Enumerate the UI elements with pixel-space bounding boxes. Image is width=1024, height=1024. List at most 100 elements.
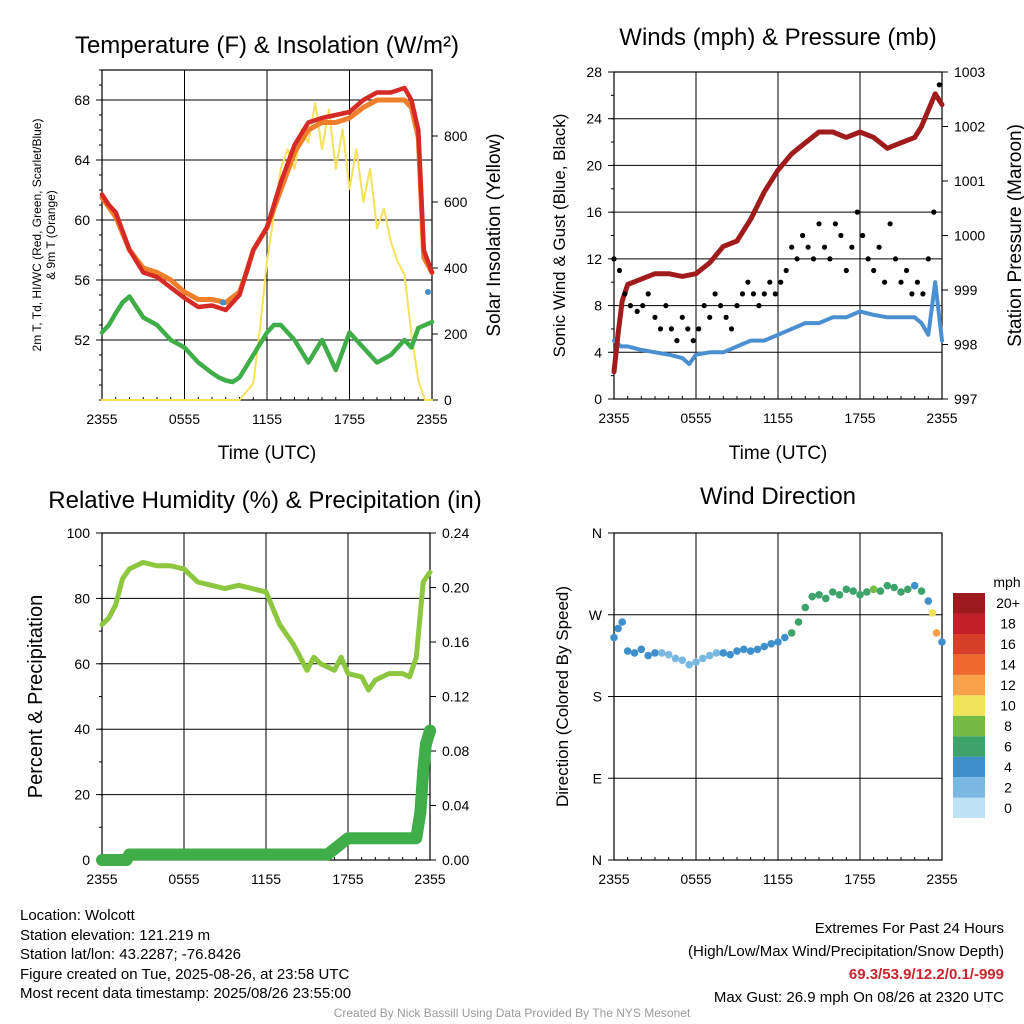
wind-chart: 2355 0555 1155 1755 2355 0 4 8 12 16 20 24 28 997 998 9… xyxy=(550,24,1024,464)
rh-y2tick-label: 0.04 xyxy=(442,798,469,814)
rh-chart-title: Relative Humidity (%) & Precipitation (i… xyxy=(48,487,481,514)
wdir-ylabel: Direction (Colored By Speed) xyxy=(553,586,572,807)
temp-y2label: Solar Insolation (Yellow) xyxy=(484,133,505,336)
wind-direction-point xyxy=(651,649,659,657)
extremes-values: 69.3/53.9/12.2/0.1/-999 xyxy=(848,966,1004,983)
extremes-info: Extremes For Past 24 Hours (High/Low/Max… xyxy=(688,917,1004,1009)
wind-direction-point xyxy=(876,587,885,595)
gust-point xyxy=(821,244,828,250)
temp-2m-line xyxy=(99,85,435,313)
pressure-line xyxy=(611,91,945,375)
gust-point xyxy=(882,279,888,285)
colorbar-label: 12 xyxy=(1000,677,1016,693)
gust-point xyxy=(772,291,778,297)
wind-direction-point xyxy=(623,647,632,655)
rh-xtick-label: 2355 xyxy=(86,871,117,887)
wind-direction-point xyxy=(637,645,646,654)
rh-ytick-label: 20 xyxy=(74,787,90,803)
wind-y2tick-label: 1003 xyxy=(954,64,985,80)
rh-xtick-label: 0555 xyxy=(168,871,199,887)
temp-xtick-label: 2355 xyxy=(86,411,117,427)
wind-direction-point xyxy=(767,640,775,648)
gust-point xyxy=(800,232,806,239)
wind-direction-point xyxy=(678,656,687,664)
precip-point xyxy=(414,806,427,819)
gust-point xyxy=(909,291,915,297)
wind-direction-point xyxy=(614,624,622,633)
gust-point xyxy=(898,279,904,285)
temp-y2tick-label: 600 xyxy=(444,194,468,210)
gust-point xyxy=(920,291,926,297)
wind-direction-point xyxy=(910,581,919,590)
wind-direction-point xyxy=(692,658,700,666)
wind-direction-point xyxy=(928,609,937,617)
wind-y2tick-label: 1002 xyxy=(954,119,985,135)
wind-direction-point xyxy=(890,583,898,592)
wind-direction-point xyxy=(733,647,741,655)
wind-y2label-text: Station Pressure (Maroon) xyxy=(1005,124,1024,347)
temp-y2tick-label: 200 xyxy=(444,326,468,342)
temp-ytick-label: 52 xyxy=(74,332,90,348)
wind-direction-point xyxy=(712,649,721,657)
temp-ytick-label: 60 xyxy=(74,212,90,228)
wind-ylabel-text: Sonic Wind & Gust (Blue, Black) xyxy=(550,114,569,358)
wdir-xtick-label: 2355 xyxy=(598,871,629,887)
wind-direction-point xyxy=(801,603,810,612)
extremes-legend: (High/Low/Max Wind/Precipitation/Snow De… xyxy=(688,943,1004,960)
gust-point xyxy=(739,291,746,297)
rh-y2tick-label: 0.00 xyxy=(442,852,469,868)
wind-direction-point xyxy=(849,587,857,595)
gust-point xyxy=(611,256,617,262)
wdir-plot-border xyxy=(613,532,943,861)
gust-point xyxy=(663,303,669,309)
gust-point xyxy=(931,209,937,215)
wdir-ytick-label: E xyxy=(593,770,602,786)
gust-point xyxy=(767,279,773,285)
wind-ytick-label: 28 xyxy=(586,64,602,80)
wdir-xtick-label: 1155 xyxy=(763,871,793,887)
wind-direction-point xyxy=(664,650,673,659)
gust-point xyxy=(640,303,646,309)
gust-point xyxy=(674,338,680,344)
wind-xtick-label: 2355 xyxy=(926,410,957,426)
gust-point xyxy=(816,221,822,227)
wind-direction-point xyxy=(658,649,666,657)
location-text: Location: Wolcott xyxy=(20,907,135,924)
colorbar-swatch xyxy=(953,633,985,655)
wdir-ytick-label: N xyxy=(592,525,602,541)
wind-y2tick-label: 1000 xyxy=(954,228,985,244)
wind-direction-point xyxy=(746,647,755,655)
wdir-chart-title: Wind Direction xyxy=(700,483,856,510)
wind-direction-point xyxy=(760,642,769,651)
colorbar-swatch xyxy=(953,736,985,757)
gust-point xyxy=(892,256,899,262)
colorbar-swatch xyxy=(953,593,985,614)
wind-ytick-label: 0 xyxy=(594,391,602,407)
wind-xtick-label: 0555 xyxy=(680,410,711,426)
wind-direction-point xyxy=(924,597,933,605)
wdir-ylabel-text: Direction (Colored By Speed) xyxy=(553,586,572,807)
wind-direction-point xyxy=(685,660,693,669)
gust-point xyxy=(745,279,751,285)
created-text: Figure created on Tue, 2025-08-26, at 23… xyxy=(20,965,350,983)
colorbar-swatch xyxy=(953,654,985,675)
hi-wc-point xyxy=(220,299,226,306)
gust-point xyxy=(668,326,675,332)
gust-point xyxy=(701,303,707,309)
wind-xtick-label: 1155 xyxy=(763,410,793,426)
colorbar-swatch xyxy=(953,674,985,696)
rh-y2tick-label: 0.12 xyxy=(442,689,469,705)
colorbar-label: 16 xyxy=(1000,636,1016,652)
temp-xtick-label: 2355 xyxy=(416,411,447,427)
precip-point xyxy=(417,765,430,778)
rh-ytick-label: 0 xyxy=(82,852,90,868)
rh-ylabel: Percent & Precipitation xyxy=(25,595,47,798)
rh-y2tick-label: 0.20 xyxy=(442,580,469,596)
temp-xlabel: Time (UTC) xyxy=(218,443,317,464)
wind-direction-point xyxy=(856,591,864,599)
colorbar-label: 10 xyxy=(1000,698,1016,714)
wind-xtick-label: 2355 xyxy=(598,410,629,426)
gust-point xyxy=(718,303,724,309)
wind-ytick-label: 16 xyxy=(586,204,602,220)
wind-direction-point xyxy=(774,638,782,646)
